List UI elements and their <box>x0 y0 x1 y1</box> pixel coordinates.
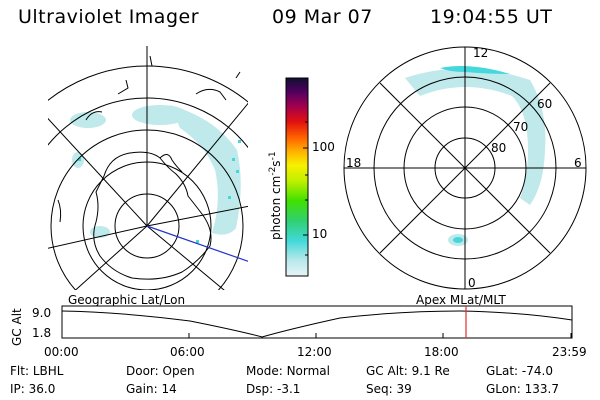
colorbar-tick-100: 100 <box>312 140 335 154</box>
coastlines <box>58 56 240 279</box>
altitude-tick-max: 9.0 <box>32 306 51 320</box>
time-tick-0000: 00:00 <box>44 345 79 359</box>
altitude-plot-frame <box>62 306 572 338</box>
status-glat: GLat: -74.0 <box>486 364 553 378</box>
status-gain: Gain: 14 <box>126 382 177 396</box>
mlt-label-0: 0 <box>468 276 476 290</box>
aurora-emission-left <box>70 105 241 238</box>
status-ip: IP: 36.0 <box>10 382 55 396</box>
polar-grid <box>344 47 586 289</box>
mlt-label-18: 18 <box>346 156 361 170</box>
geographic-caption: Geographic Lat/Lon <box>68 293 185 307</box>
time-tick-0600: 06:00 <box>170 345 205 359</box>
status-glon: GLon: 133.7 <box>486 382 559 396</box>
mlat-label-70: 70 <box>513 120 528 134</box>
time-tick-1800: 18:00 <box>424 345 459 359</box>
altitude-tick-min: 1.8 <box>32 326 51 340</box>
colorbar-tick-10: 10 <box>312 227 327 241</box>
status-mode: Mode: Normal <box>246 364 330 378</box>
mlat-label-60: 60 <box>537 97 552 111</box>
altitude-curve <box>62 311 572 337</box>
status-flt: Flt: LBHL <box>10 364 63 378</box>
mlt-label-6: 6 <box>574 156 582 170</box>
status-door: Door: Open <box>126 364 195 378</box>
spacecraft-track-line <box>147 226 250 262</box>
colorbar-unit-label: photon cm-2s-1 <box>268 151 283 240</box>
status-gc-alt: GC Alt: 9.1 Re <box>366 364 450 378</box>
time-tick-1200: 12:00 <box>297 345 332 359</box>
mlt-label-12: 12 <box>473 46 488 60</box>
colorbar <box>286 78 308 276</box>
status-seq: Seq: 39 <box>366 382 412 396</box>
altitude-axis-label: GC Alt <box>10 308 24 346</box>
time-tick-2359: 23:59 <box>552 345 587 359</box>
apex-caption: Apex MLat/MLT <box>416 293 506 307</box>
mlat-label-80: 80 <box>491 141 506 155</box>
status-dsp: Dsp: -3.1 <box>246 382 300 396</box>
timeline-ticks <box>62 333 571 338</box>
